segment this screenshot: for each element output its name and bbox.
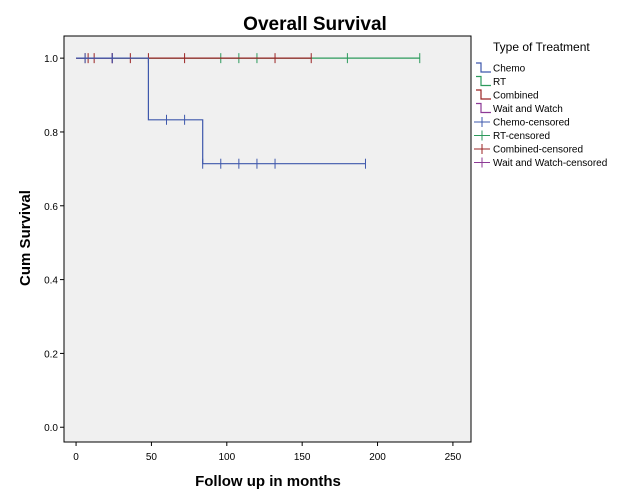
chart-title: Overall Survival (243, 14, 387, 35)
legend-label: Chemo-censored (493, 118, 570, 129)
x-axis-label: Follow up in months (195, 473, 341, 490)
survival-step-line (76, 57, 366, 165)
legend-title: Type of Treatment (493, 40, 590, 54)
y-tick-label: 1.0 (44, 54, 58, 65)
legend-label: Wait and Watch-censored (493, 158, 607, 169)
legend-label: Combined (493, 91, 539, 102)
x-tick-label: 200 (369, 452, 386, 463)
series-layer (76, 53, 421, 169)
y-tick-label: 0.6 (44, 202, 58, 213)
legend-entry: Combined (476, 89, 539, 102)
legend-step-swatch (476, 75, 491, 87)
x-tick-label: 0 (73, 452, 79, 463)
y-tick-label: 0.8 (44, 128, 58, 139)
legend-label: Wait and Watch (493, 104, 563, 115)
legend-label: RT-censored (493, 131, 550, 142)
legend-entry: Chemo-censored (474, 117, 570, 129)
legend-entry: Chemo (476, 62, 526, 75)
legend: Type of Treatment Chemo RT Combined Wait an… (474, 40, 607, 169)
legend-entry: Wait and Watch (476, 102, 563, 115)
plot-area (63, 35, 472, 443)
x-tick-label: 250 (445, 452, 462, 463)
legend-step-swatch (476, 62, 491, 73)
x-tick-label: 100 (218, 452, 235, 463)
legend-step-swatch (476, 102, 491, 114)
legend-entry: RT (476, 75, 506, 88)
legend-entry: Wait and Watch-censored (474, 157, 607, 169)
y-tick-label: 0.2 (44, 349, 58, 360)
legend-label: Combined-censored (493, 145, 583, 156)
y-tick-label: 0.0 (44, 423, 58, 434)
legend-label: Chemo (493, 64, 526, 75)
legend-entry: Combined-censored (474, 144, 583, 156)
series-chemo (76, 53, 366, 169)
axes: 0 50 100 150 200 250 0.0 0.2 0.4 0.6 0.8 1.0 (44, 54, 462, 463)
x-tick-label: 50 (146, 452, 158, 463)
legend-entry: RT-censored (474, 130, 550, 142)
x-tick-label: 150 (294, 452, 311, 463)
legend-step-swatch (476, 89, 491, 100)
y-tick-label: 0.4 (44, 276, 58, 287)
y-axis-label: Cum Survival (17, 190, 34, 286)
legend-label: RT (493, 77, 506, 88)
